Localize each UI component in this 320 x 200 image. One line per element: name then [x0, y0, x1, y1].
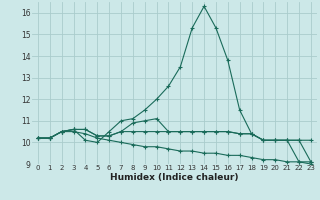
X-axis label: Humidex (Indice chaleur): Humidex (Indice chaleur) [110, 173, 239, 182]
